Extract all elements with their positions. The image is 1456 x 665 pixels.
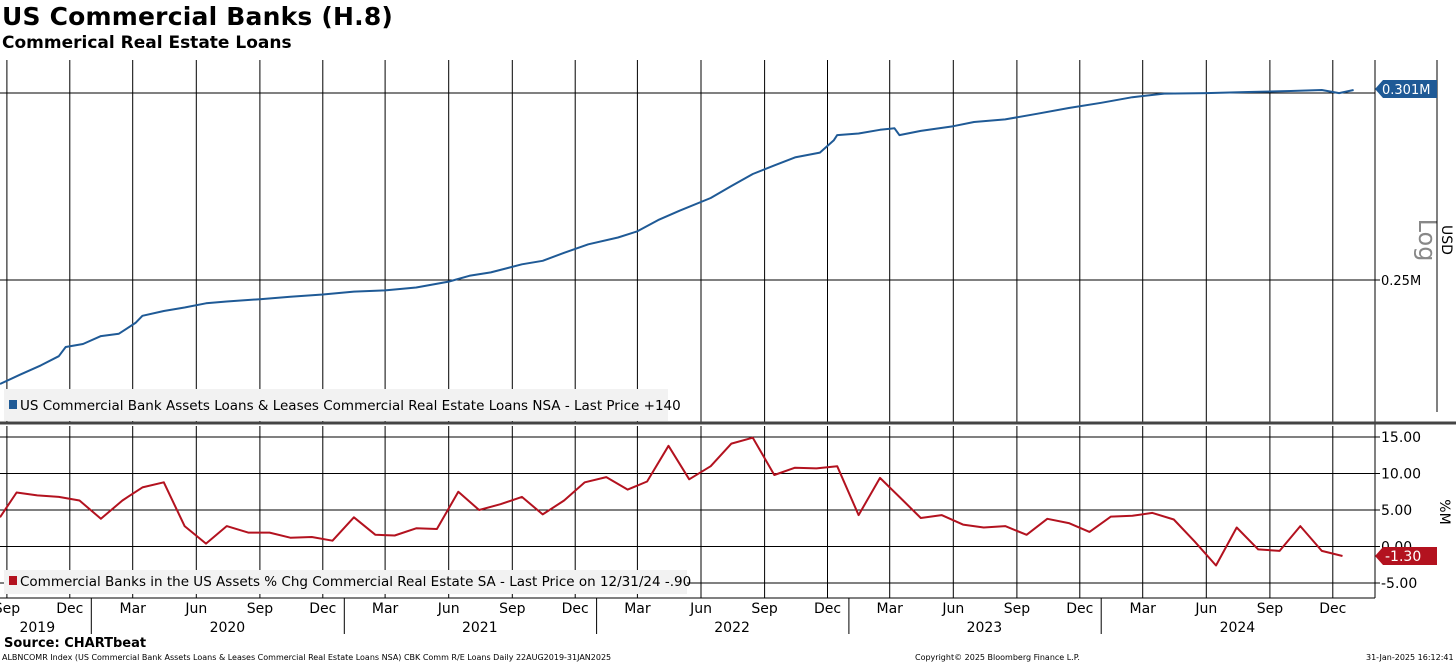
x-tick-label: Mar <box>1129 601 1156 617</box>
y-tick-label: 5.00 <box>1381 503 1412 519</box>
x-year-label: 2020 <box>210 620 246 636</box>
x-tick-label: Mar <box>372 601 399 617</box>
x-tick-label: Jun <box>1194 601 1217 617</box>
y-axis-label: USD <box>1438 225 1454 255</box>
index-description: ALBNCOMR Index (US Commercial Bank Asset… <box>2 653 612 662</box>
legend-box <box>4 389 668 421</box>
last-value-label: -1.30 <box>1385 549 1421 565</box>
x-tick-label: Sep <box>1004 601 1031 617</box>
copyright-notice: Copyright© 2025 Bloomberg Finance L.P. <box>915 653 1080 662</box>
x-tick-label: Sep <box>499 601 526 617</box>
x-tick-label: Jun <box>437 601 460 617</box>
last-value-tag <box>1375 80 1437 98</box>
y-tick-label: 15.00 <box>1381 430 1421 446</box>
x-tick-label: Jun <box>184 601 207 617</box>
y-tick-label: -5.00 <box>1381 576 1417 592</box>
x-tick-label: Jun <box>941 601 964 617</box>
y-axis-label: %M <box>1436 499 1452 524</box>
y-tick-label: 10.00 <box>1381 467 1421 483</box>
chart-title: US Commercial Banks (H.8) <box>2 2 394 31</box>
last-value-tag <box>1375 547 1437 565</box>
legend-label: Commercial Banks in the US Assets % Chg … <box>20 574 691 590</box>
timestamp: 31-Jan-2025 16:12:41 <box>1366 653 1454 662</box>
x-tick-label: Jun <box>689 601 712 617</box>
x-year-label: 2024 <box>1220 620 1256 636</box>
x-tick-label: Dec <box>814 601 841 617</box>
x-tick-label: Dec <box>1319 601 1346 617</box>
x-tick-label: Dec <box>309 601 336 617</box>
last-value-label: 0.301M <box>1382 83 1430 98</box>
legend-marker <box>9 576 17 585</box>
x-year-label: 2022 <box>714 620 750 636</box>
x-tick-label: Dec <box>56 601 83 617</box>
source-label: Source: CHARTbeat <box>4 636 147 651</box>
x-year-label: 2021 <box>462 620 498 636</box>
x-year-label: 2019 <box>19 620 55 636</box>
x-tick-label: Mar <box>876 601 903 617</box>
x-tick-label: Mar <box>119 601 146 617</box>
x-tick-label: Sep <box>0 601 20 617</box>
x-tick-label: Sep <box>1257 601 1284 617</box>
x-tick-label: Sep <box>751 601 778 617</box>
legend-box <box>4 570 687 594</box>
legend-marker <box>9 400 17 409</box>
series-line <box>0 89 1354 385</box>
x-tick-label: Dec <box>1066 601 1093 617</box>
chart-subtitle: Commerical Real Estate Loans <box>2 33 292 53</box>
x-tick-label: Mar <box>624 601 651 617</box>
x-year-label: 2023 <box>967 620 1003 636</box>
y-tick-label: 0.25M <box>1381 274 1421 289</box>
legend-label: US Commercial Bank Assets Loans & Leases… <box>20 398 681 414</box>
scale-label: Log <box>1413 219 1441 262</box>
x-tick-label: Dec <box>562 601 589 617</box>
series-line <box>0 436 1343 567</box>
x-tick-label: Sep <box>247 601 274 617</box>
